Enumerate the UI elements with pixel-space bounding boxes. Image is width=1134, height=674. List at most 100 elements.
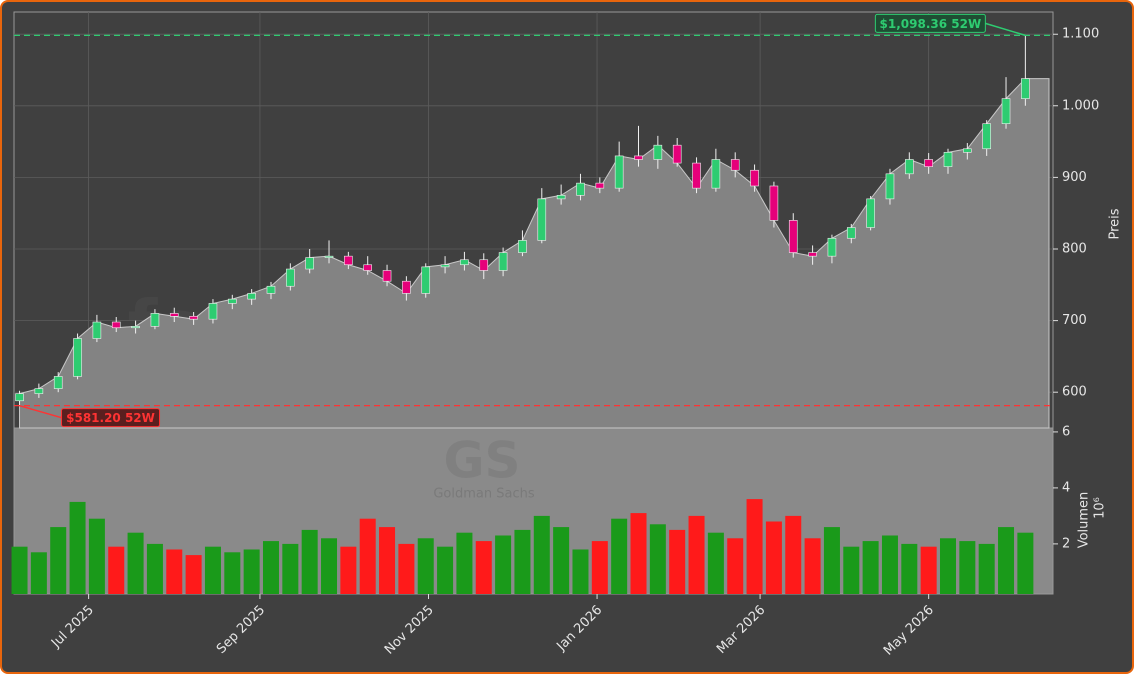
candle-body	[595, 182, 605, 189]
y-tick-label: 4	[1062, 480, 1070, 495]
volume-bar	[533, 515, 550, 594]
candle-body	[92, 321, 102, 339]
candle-body	[711, 159, 721, 189]
volume-bar	[417, 538, 434, 594]
candle-body	[634, 155, 643, 160]
volume-bar	[69, 501, 86, 594]
volume-bar	[166, 549, 183, 594]
candle-body	[1021, 78, 1030, 99]
volume-bar	[939, 538, 956, 594]
candle-body	[769, 185, 779, 221]
volume-bar	[224, 552, 241, 594]
candle-body	[576, 182, 585, 196]
volume-bar	[881, 535, 898, 594]
volume-bar	[204, 546, 221, 594]
candle-body	[150, 313, 160, 327]
candle-body	[866, 198, 875, 228]
candle-body	[266, 285, 276, 294]
candle-body	[730, 159, 740, 171]
volume-bar	[765, 521, 782, 594]
volume-bar	[746, 499, 763, 594]
x-tick-label: Mar 2026	[714, 603, 768, 657]
candle-body	[440, 264, 450, 268]
candle-body	[672, 144, 682, 164]
annotation-arrow	[19, 404, 62, 419]
y-tick-label: 2	[1062, 536, 1070, 551]
candle-body	[479, 259, 489, 271]
candle-body	[247, 293, 256, 300]
volume-bar	[379, 527, 396, 594]
volume-bar	[262, 541, 279, 594]
volume-bar	[553, 527, 570, 594]
candle-body	[943, 152, 953, 167]
candle-body	[846, 227, 856, 239]
candle-body	[382, 270, 392, 282]
annotation-label: $581.20 52W	[66, 411, 155, 425]
volume-bar	[321, 538, 338, 594]
y-tick-label: 600	[1062, 385, 1087, 400]
volume-bar	[108, 546, 125, 594]
volume-bar	[862, 541, 879, 594]
candle-body	[692, 162, 701, 189]
candle-body	[963, 148, 972, 153]
annotation-arrow	[985, 22, 1026, 37]
candle-body	[885, 173, 895, 200]
candle-body	[1001, 98, 1011, 124]
y-axis-label: Preis	[1108, 208, 1123, 239]
volume-bar	[611, 518, 628, 594]
volume-bar	[185, 555, 202, 594]
candle-body	[556, 194, 566, 200]
volume-bar	[456, 532, 473, 594]
candle-body	[228, 298, 237, 304]
candle-body	[344, 255, 353, 266]
volume-bar	[514, 529, 531, 594]
volume-bar	[11, 546, 28, 594]
volume-bar	[649, 524, 666, 594]
volume-bar	[50, 527, 67, 594]
y-axis-label: Volumen	[1077, 492, 1092, 549]
volume-bar	[669, 529, 686, 594]
volume-bar	[495, 535, 512, 594]
candle-body	[982, 123, 991, 150]
volume-bar	[843, 546, 860, 594]
candle-body	[421, 266, 431, 294]
candle-body	[73, 338, 82, 377]
y-tick-label: 6	[1062, 424, 1070, 439]
x-tick-label: Jul 2025	[48, 603, 97, 652]
company-watermark: Goldman Sachs	[433, 487, 534, 502]
annotation-box	[874, 13, 986, 33]
volume-bar	[340, 546, 357, 594]
candle-body	[827, 237, 837, 257]
candle-body	[788, 220, 798, 253]
candle-body	[363, 264, 373, 271]
candle-body	[131, 326, 140, 329]
volume-bar	[437, 546, 454, 594]
candle-body	[305, 257, 314, 270]
volume-bar	[282, 543, 299, 594]
x-tick-label: Sep 2025	[214, 603, 268, 657]
volume-bar	[88, 518, 105, 594]
candle-body	[34, 388, 44, 394]
y-tick-label: 900	[1062, 170, 1087, 185]
candle-body	[402, 280, 411, 294]
candle-body	[286, 268, 295, 287]
candle-body	[905, 159, 914, 175]
volume-bar	[1017, 532, 1034, 594]
volume-bar	[243, 549, 260, 594]
candle-body	[518, 240, 527, 253]
x-tick-label: Nov 2025	[382, 603, 437, 658]
candle-body	[924, 159, 933, 167]
candle-body	[614, 155, 624, 189]
candle-body	[653, 144, 663, 160]
annotation-box	[61, 408, 161, 428]
candle-body	[537, 198, 547, 241]
candle-body	[189, 316, 198, 320]
volume-bar	[978, 543, 995, 594]
candle-body	[498, 252, 508, 271]
candle-body	[53, 376, 63, 389]
volume-bar	[707, 532, 724, 594]
y-tick-label: 1.000	[1062, 98, 1099, 113]
volume-bar	[959, 541, 976, 594]
candle-body	[15, 393, 24, 402]
